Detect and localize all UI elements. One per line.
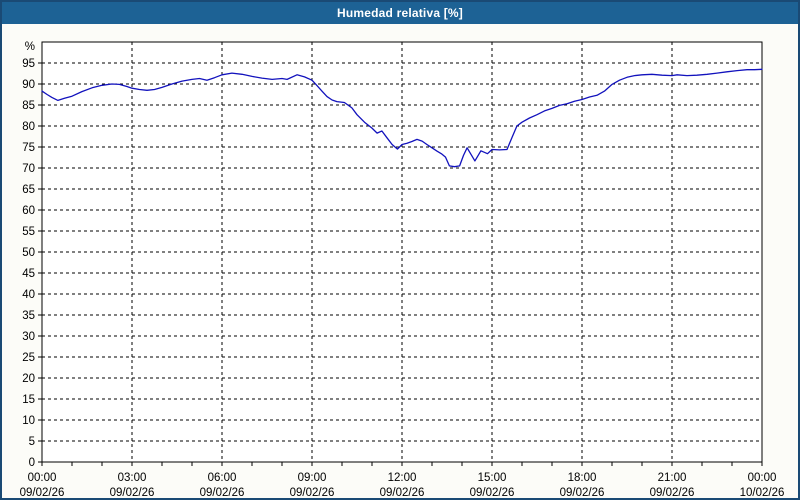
x-tick-time-label: 12:00 [388, 472, 417, 484]
y-tick-label: 0 [29, 457, 35, 469]
y-tick-label: 20 [22, 373, 35, 385]
y-tick-label: 35 [22, 310, 35, 322]
y-tick-label: 50 [22, 247, 35, 259]
y-tick-label: 95 [22, 58, 35, 70]
x-tick-date-label: 09/02/26 [290, 487, 335, 499]
x-tick-date-label: 09/02/26 [650, 487, 695, 499]
y-tick-label: 65 [22, 184, 35, 196]
x-tick-time-label: 15:00 [478, 472, 507, 484]
chart-area: 0 5 10 15 20 25 30 35 40 45 50 55 60 65 70 75 80 85 90 95% 0… [2, 24, 798, 498]
y-tick-label: 60 [22, 205, 35, 217]
x-tick-time-label: 18:00 [568, 472, 597, 484]
x-tick-time-label: 06:00 [208, 472, 237, 484]
y-tick-label: 30 [22, 331, 35, 343]
y-tick-label: 25 [22, 352, 35, 364]
x-tick-date-label: 09/02/26 [110, 487, 155, 499]
x-tick-time-label: 21:00 [658, 472, 687, 484]
y-tick-label: 90 [22, 79, 35, 91]
y-axis-unit-label: % [25, 41, 35, 53]
x-tick-date-label: 09/02/26 [380, 487, 425, 499]
humidity-series-line [41, 68, 763, 168]
y-tick-label: 70 [22, 163, 35, 175]
x-tick-date-label: 10/02/26 [740, 487, 785, 499]
x-tick-date-label: 09/02/26 [470, 487, 515, 499]
chart-title: Humedad relativa [%] [336, 6, 464, 20]
chart-title-bar: Humedad relativa [%] [2, 2, 798, 24]
y-tick-label: 45 [22, 268, 35, 280]
humidity-line-chart: 0 5 10 15 20 25 30 35 40 45 50 55 60 65 70 75 80 85 90 95% 0… [20, 41, 785, 499]
y-tick-label: 85 [22, 100, 35, 112]
y-tick-label: 15 [22, 394, 35, 406]
y-tick-label: 5 [29, 436, 35, 448]
x-tick-time-label: 00:00 [28, 472, 57, 484]
x-tick-date-label: 09/02/26 [560, 487, 605, 499]
y-tick-label: 80 [22, 121, 35, 133]
y-tick-label: 75 [22, 142, 35, 154]
x-tick-time-label: 03:00 [118, 472, 147, 484]
y-tick-label: 55 [22, 226, 35, 238]
x-tick-date-label: 09/02/26 [200, 487, 245, 499]
x-tick-date-label: 09/02/26 [20, 487, 65, 499]
x-tick-time-label: 00:00 [748, 472, 777, 484]
y-tick-label: 10 [22, 415, 35, 427]
x-tick-time-label: 09:00 [298, 472, 327, 484]
y-tick-label: 40 [22, 289, 35, 301]
